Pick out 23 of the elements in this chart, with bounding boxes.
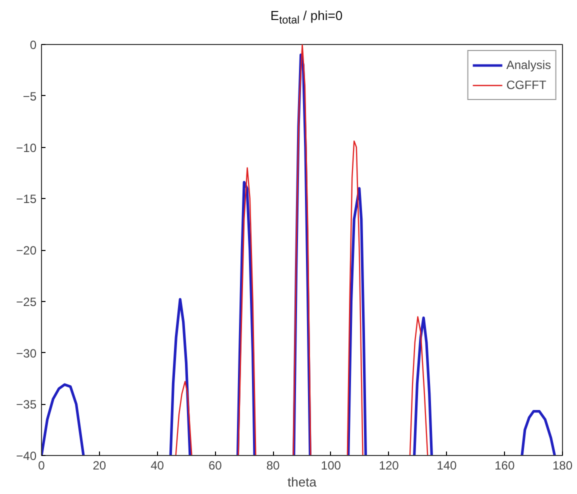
y-tick-label: −10 — [16, 140, 37, 155]
y-tick-label: −30 — [16, 346, 37, 360]
legend-label: CGFFT — [506, 78, 546, 92]
y-tick-label: 0 — [30, 38, 37, 52]
x-tick-label: 60 — [208, 458, 222, 472]
x-tick-label: 100 — [320, 458, 342, 472]
y-tick-label: −15 — [16, 192, 37, 206]
x-axis-title: theta — [288, 474, 318, 490]
y-tick-label: −5 — [22, 89, 37, 104]
y-tick-label: −40 — [16, 449, 37, 463]
x-tick-label: 40 — [150, 458, 164, 472]
y-tick-label: −35 — [16, 398, 37, 412]
x-tick-label: 80 — [266, 458, 280, 472]
x-tick-label: 160 — [494, 458, 515, 472]
x-tick-label: 180 — [552, 458, 573, 472]
chart-title: E$_{total}$ / phi=0 — [270, 7, 343, 29]
x-tick-label: 20 — [92, 458, 106, 472]
x-tick-label: 140 — [436, 458, 458, 472]
legend-label: Analysis — [506, 58, 551, 72]
y-tick-label: −25 — [16, 294, 37, 309]
x-tick-label: 120 — [378, 458, 400, 472]
y-tick-label: −20 — [16, 244, 37, 258]
x-tick-label: 0 — [38, 458, 46, 472]
